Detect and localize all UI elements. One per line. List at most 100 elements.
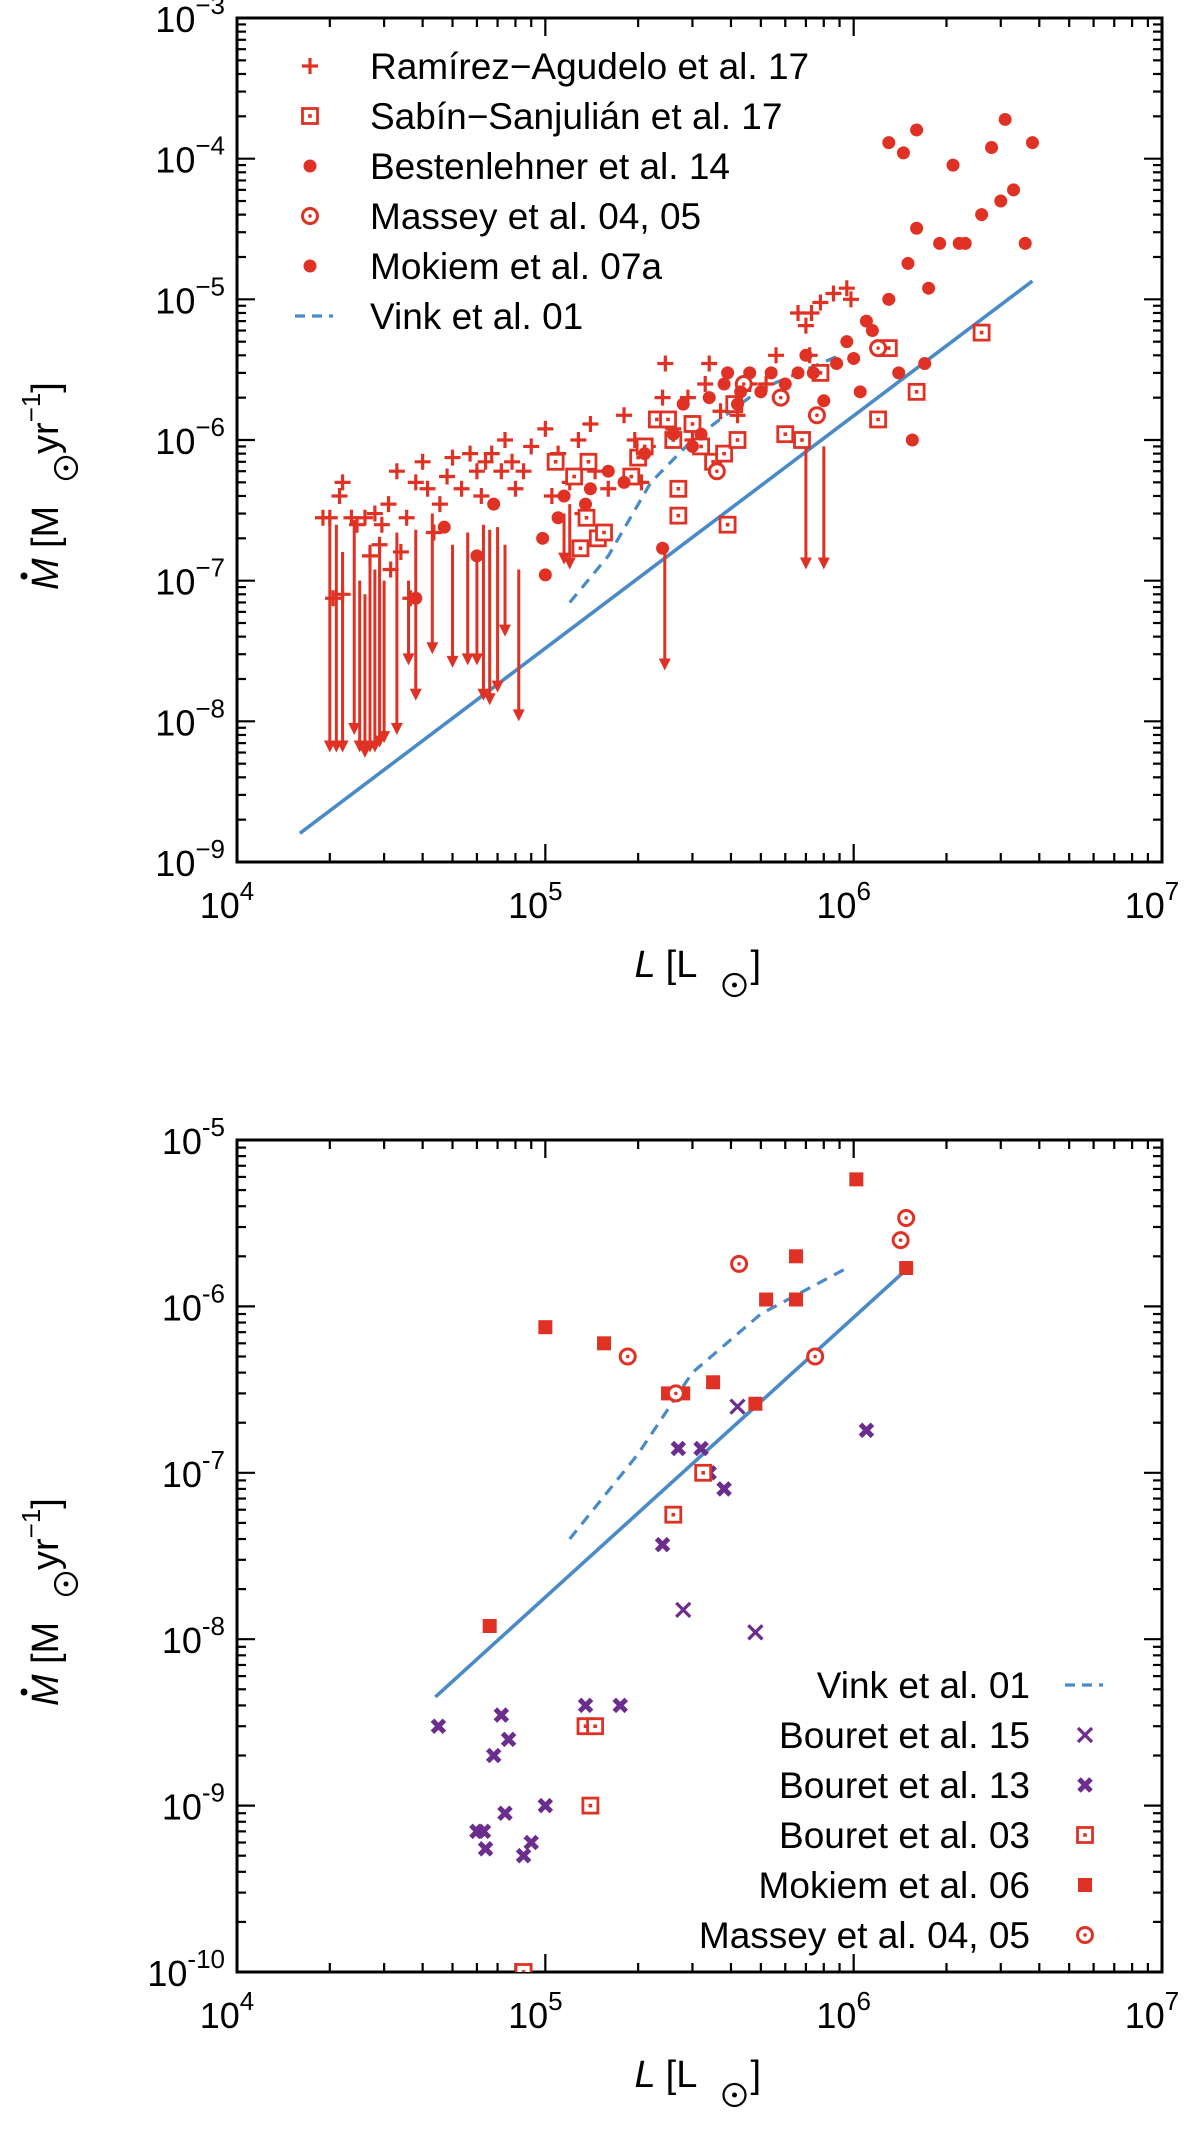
chart1-upper-limit-arrow	[477, 524, 490, 701]
chart1-series-1-point	[331, 487, 348, 504]
chart1-series-1-point	[373, 516, 390, 533]
chart1-data-area	[298, 112, 1039, 835]
chart1-series-5-point	[409, 591, 423, 605]
chart2-legend-label: Bouret et al. 13	[779, 1765, 1030, 1806]
chart1-series-5-point	[551, 511, 565, 525]
chart1-series-2-point	[776, 425, 795, 444]
chart1-series-2-point	[869, 410, 887, 429]
chart1-series-3-point	[994, 194, 1008, 208]
chart1-series-5-point	[859, 314, 873, 328]
chart1-series-1-point	[414, 453, 431, 470]
chart1-upper-limit-arrow	[348, 519, 361, 735]
chart1-series-5-point	[799, 348, 813, 362]
chart2-series-2-point	[497, 1805, 513, 1821]
chart2-y-mdot-dot	[20, 1688, 28, 1696]
chart2-series-5	[618, 1208, 916, 1403]
chart1-series-5-point	[840, 335, 854, 349]
chart2-series-4-point	[597, 1336, 612, 1351]
chart1-series-2-point	[715, 444, 733, 463]
chart2-x-tick-label: 107	[1125, 1986, 1180, 2036]
chart1-upper-limit-arrow	[470, 555, 483, 666]
chart2-legend-entry: Bouret et al. 03	[779, 1815, 1094, 1856]
chart1-series-2-point	[546, 452, 565, 471]
chart1-series-1-point	[453, 480, 470, 497]
chart1-legend-label: Sabín−Sanjulián et al. 17	[370, 96, 782, 137]
chart1-series-1-point	[838, 280, 855, 297]
chart1-upper-limit-arrow	[402, 580, 415, 666]
chart1-y-tick-label: 10−8	[155, 693, 225, 743]
chart1-series-1-point	[497, 432, 514, 448]
chart2-legend-label: Mokiem et al. 06	[759, 1865, 1030, 1906]
chart1-series-5-point	[470, 549, 484, 563]
chart1-series-5-point	[817, 394, 831, 408]
chart1-series-1-point	[473, 487, 490, 504]
chart1-series-5-point	[666, 427, 680, 441]
chart1-upper-limit-arrow	[358, 594, 371, 758]
chart1-series-5-point	[437, 520, 451, 534]
chart1-series-3	[882, 112, 1039, 295]
chart2-y-axis-label-text: M	[25, 1674, 67, 1706]
chart1-series-5-point	[892, 366, 906, 380]
chart1-y-mdot-dot	[20, 572, 28, 580]
chart2-x-axis-label: L [L	[635, 2054, 698, 2096]
chart2-legend: Vink et al. 01 Bouret et al. 15 Bouret et …	[699, 1665, 1103, 1956]
chart2-data-area	[430, 1172, 916, 1972]
chart1-legend-entry: Sabín−Sanjulián et al. 17	[301, 96, 782, 137]
chart2-y-axis-unit-open: [M	[25, 1622, 67, 1664]
chart2-legend-label: Bouret et al. 03	[779, 1815, 1030, 1856]
chart1-y-tick-label: 10−3	[155, 0, 225, 40]
chart2-x-tick-label: 105	[508, 1986, 563, 2036]
chart2-legend-marker	[1076, 1726, 1094, 1744]
chart1-series-5-point	[721, 366, 735, 380]
chart1-x-tick-label: 105	[508, 876, 563, 926]
chart2-series-2-point	[475, 1823, 492, 1840]
chart2-series-2-point	[858, 1422, 875, 1439]
chart2-x-sun-symbol-dot	[732, 2092, 737, 2098]
chart1-series-2-point	[579, 452, 598, 471]
chart1-series-5-point	[918, 356, 932, 370]
chart1-upper-limit-arrow	[461, 532, 474, 666]
chart1-series-2-point	[659, 410, 677, 429]
chart2-series-2-point	[515, 1847, 532, 1864]
chart1-upper-limit-arrow	[336, 551, 349, 753]
chart2-series-4-point	[482, 1619, 497, 1634]
chart1-legend-marker	[301, 207, 319, 225]
chart1-x-tick-label: 104	[200, 876, 255, 926]
chart1-series-1-point	[600, 480, 617, 497]
chart1-legend-marker	[301, 107, 319, 125]
chart2-legend-marker	[1076, 1826, 1094, 1844]
chart2-legend-marker	[1076, 1926, 1094, 1944]
chart1-series-1-point	[321, 509, 338, 526]
chart1-legend-entry: Ramírez−Agudelo et al. 17	[302, 46, 809, 87]
chart2-plot-frame	[235, 1138, 1164, 1974]
chart2-x-tick-label: 106	[816, 1986, 871, 2036]
chart1-series-1-point	[325, 590, 342, 607]
chart1-series-4-point	[707, 462, 726, 481]
chart2-series-3-point	[514, 1963, 533, 1972]
chart1-series-2-point	[972, 323, 991, 342]
chart1-series-1-point	[388, 463, 405, 480]
chart1-legend-label: Bestenlehner et al. 14	[370, 146, 730, 187]
chart1-upper-limit-arrow	[658, 551, 671, 671]
chart1-upper-limit-arrow	[817, 446, 830, 570]
chart2-series-4-point	[849, 1172, 864, 1187]
chart1-series-1-point	[356, 509, 373, 526]
chart1-legend-entry: Bestenlehner et al. 14	[303, 146, 730, 187]
chart1-y-tick-label: 10−6	[155, 412, 225, 462]
chart1-series-5-point	[905, 433, 919, 447]
chart1-y-axis-label: M [M yr−1]	[16, 382, 79, 590]
chart1-series-1-point	[812, 294, 829, 311]
chart1-y-tick-label: 10−7	[155, 553, 225, 603]
chart2-y-axis-label: M [M yr−1]	[16, 1498, 79, 1706]
chart1-series-1-point	[842, 291, 859, 308]
chart1-series-5-point	[882, 292, 896, 306]
chart1-series-1-point	[654, 389, 671, 406]
chart2-series-5-point	[891, 1231, 910, 1250]
chart1-series-1	[314, 280, 859, 607]
chart1-series-5-point	[487, 497, 501, 511]
chart1-legend-entry: Massey et al. 04, 05	[301, 196, 701, 237]
chart1-legend-label: Massey et al. 04, 05	[370, 196, 701, 237]
chart2-series-4-point	[788, 1249, 803, 1264]
chart1-series-1-point	[616, 407, 633, 424]
chart1-series-1-point	[790, 304, 807, 321]
